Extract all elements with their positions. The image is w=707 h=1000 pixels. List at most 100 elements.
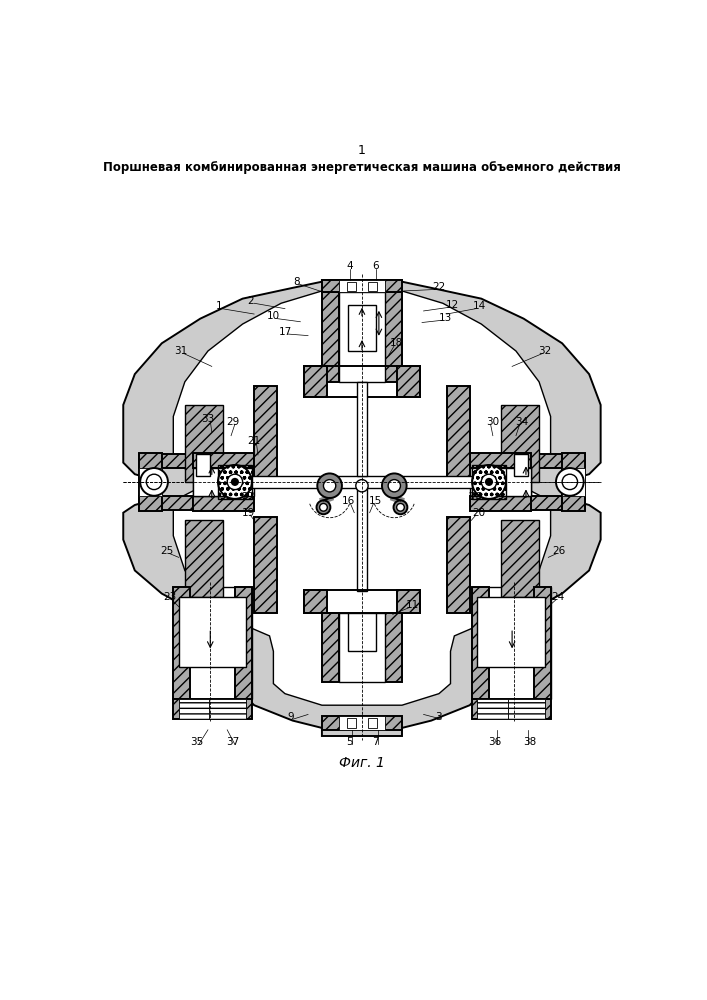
Bar xyxy=(472,465,506,499)
Bar xyxy=(304,590,327,613)
Circle shape xyxy=(227,474,243,490)
Circle shape xyxy=(486,479,492,485)
Bar xyxy=(209,699,247,719)
Circle shape xyxy=(317,500,330,514)
Circle shape xyxy=(562,474,578,490)
Text: 36: 36 xyxy=(488,737,501,747)
Bar xyxy=(339,613,385,682)
Bar xyxy=(472,699,551,719)
Text: 4: 4 xyxy=(346,261,353,271)
Bar xyxy=(477,699,545,719)
Bar xyxy=(192,468,254,496)
Bar xyxy=(192,453,254,468)
Bar xyxy=(339,280,385,292)
Bar xyxy=(173,587,190,699)
Circle shape xyxy=(146,474,162,490)
Text: 16: 16 xyxy=(341,496,355,506)
Bar xyxy=(339,716,385,730)
Bar xyxy=(447,517,469,613)
Bar xyxy=(179,699,209,719)
Bar xyxy=(477,699,508,719)
Bar xyxy=(346,282,356,291)
Polygon shape xyxy=(123,280,601,736)
Bar xyxy=(348,613,376,651)
Bar xyxy=(348,305,376,351)
Bar xyxy=(556,468,584,496)
Bar xyxy=(514,454,527,476)
Text: 23: 23 xyxy=(163,592,176,602)
Bar xyxy=(368,718,378,728)
Text: 8: 8 xyxy=(293,277,300,287)
Text: 37: 37 xyxy=(226,737,239,747)
Circle shape xyxy=(317,473,342,498)
Text: 11: 11 xyxy=(405,600,419,610)
Text: 19: 19 xyxy=(241,508,255,518)
Text: 22: 22 xyxy=(432,282,445,292)
Bar xyxy=(235,587,252,699)
Bar xyxy=(192,468,223,496)
Bar xyxy=(469,496,532,511)
Bar xyxy=(357,486,366,591)
Bar xyxy=(304,366,327,397)
Text: 27: 27 xyxy=(241,492,255,502)
Circle shape xyxy=(356,480,368,492)
Bar xyxy=(218,465,252,499)
Bar xyxy=(208,476,516,488)
Text: 1: 1 xyxy=(216,301,223,311)
Text: 6: 6 xyxy=(373,261,379,271)
Text: 33: 33 xyxy=(201,414,215,424)
Bar xyxy=(501,520,539,597)
Text: 14: 14 xyxy=(472,301,486,311)
Bar xyxy=(532,496,585,510)
Bar xyxy=(346,718,356,728)
Text: 20: 20 xyxy=(472,508,486,518)
Circle shape xyxy=(218,465,252,499)
Bar xyxy=(385,613,402,682)
Circle shape xyxy=(472,465,506,499)
Bar xyxy=(139,496,192,510)
Text: 25: 25 xyxy=(160,546,174,556)
Text: 29: 29 xyxy=(226,417,239,427)
Bar xyxy=(254,517,277,613)
Text: 32: 32 xyxy=(539,346,552,356)
Text: 24: 24 xyxy=(551,592,565,602)
Text: 12: 12 xyxy=(446,300,460,310)
Circle shape xyxy=(556,468,584,496)
Bar xyxy=(397,366,420,397)
Circle shape xyxy=(232,479,238,485)
Text: 18: 18 xyxy=(390,338,403,348)
Circle shape xyxy=(140,468,168,496)
Bar xyxy=(304,590,420,613)
Circle shape xyxy=(394,500,407,514)
Text: 7: 7 xyxy=(373,737,379,747)
Text: 17: 17 xyxy=(279,327,291,337)
Bar xyxy=(534,587,551,699)
Bar xyxy=(173,587,252,699)
Text: 1: 1 xyxy=(358,144,366,157)
Bar xyxy=(339,292,385,382)
Circle shape xyxy=(382,473,407,498)
Bar xyxy=(185,520,223,597)
Bar xyxy=(385,292,402,382)
Text: 38: 38 xyxy=(523,737,537,747)
Bar xyxy=(179,699,247,719)
Bar xyxy=(368,282,378,291)
Bar xyxy=(469,453,532,468)
Bar xyxy=(254,386,277,482)
Text: Поршневая комбинированная энергетическая машина объемного действия: Поршневая комбинированная энергетическая… xyxy=(103,161,621,174)
Text: Фиг. 1: Фиг. 1 xyxy=(339,756,385,770)
Bar xyxy=(304,366,420,397)
Bar xyxy=(501,468,532,496)
Text: 2: 2 xyxy=(247,296,254,306)
Bar xyxy=(173,699,252,719)
Bar xyxy=(562,468,585,496)
Circle shape xyxy=(320,503,327,511)
Bar xyxy=(447,386,469,482)
Text: 9: 9 xyxy=(288,712,294,722)
Bar xyxy=(477,597,545,667)
Circle shape xyxy=(397,503,404,511)
Text: 35: 35 xyxy=(189,737,203,747)
Bar xyxy=(197,454,210,476)
Bar xyxy=(139,468,162,496)
Text: 31: 31 xyxy=(175,346,187,356)
